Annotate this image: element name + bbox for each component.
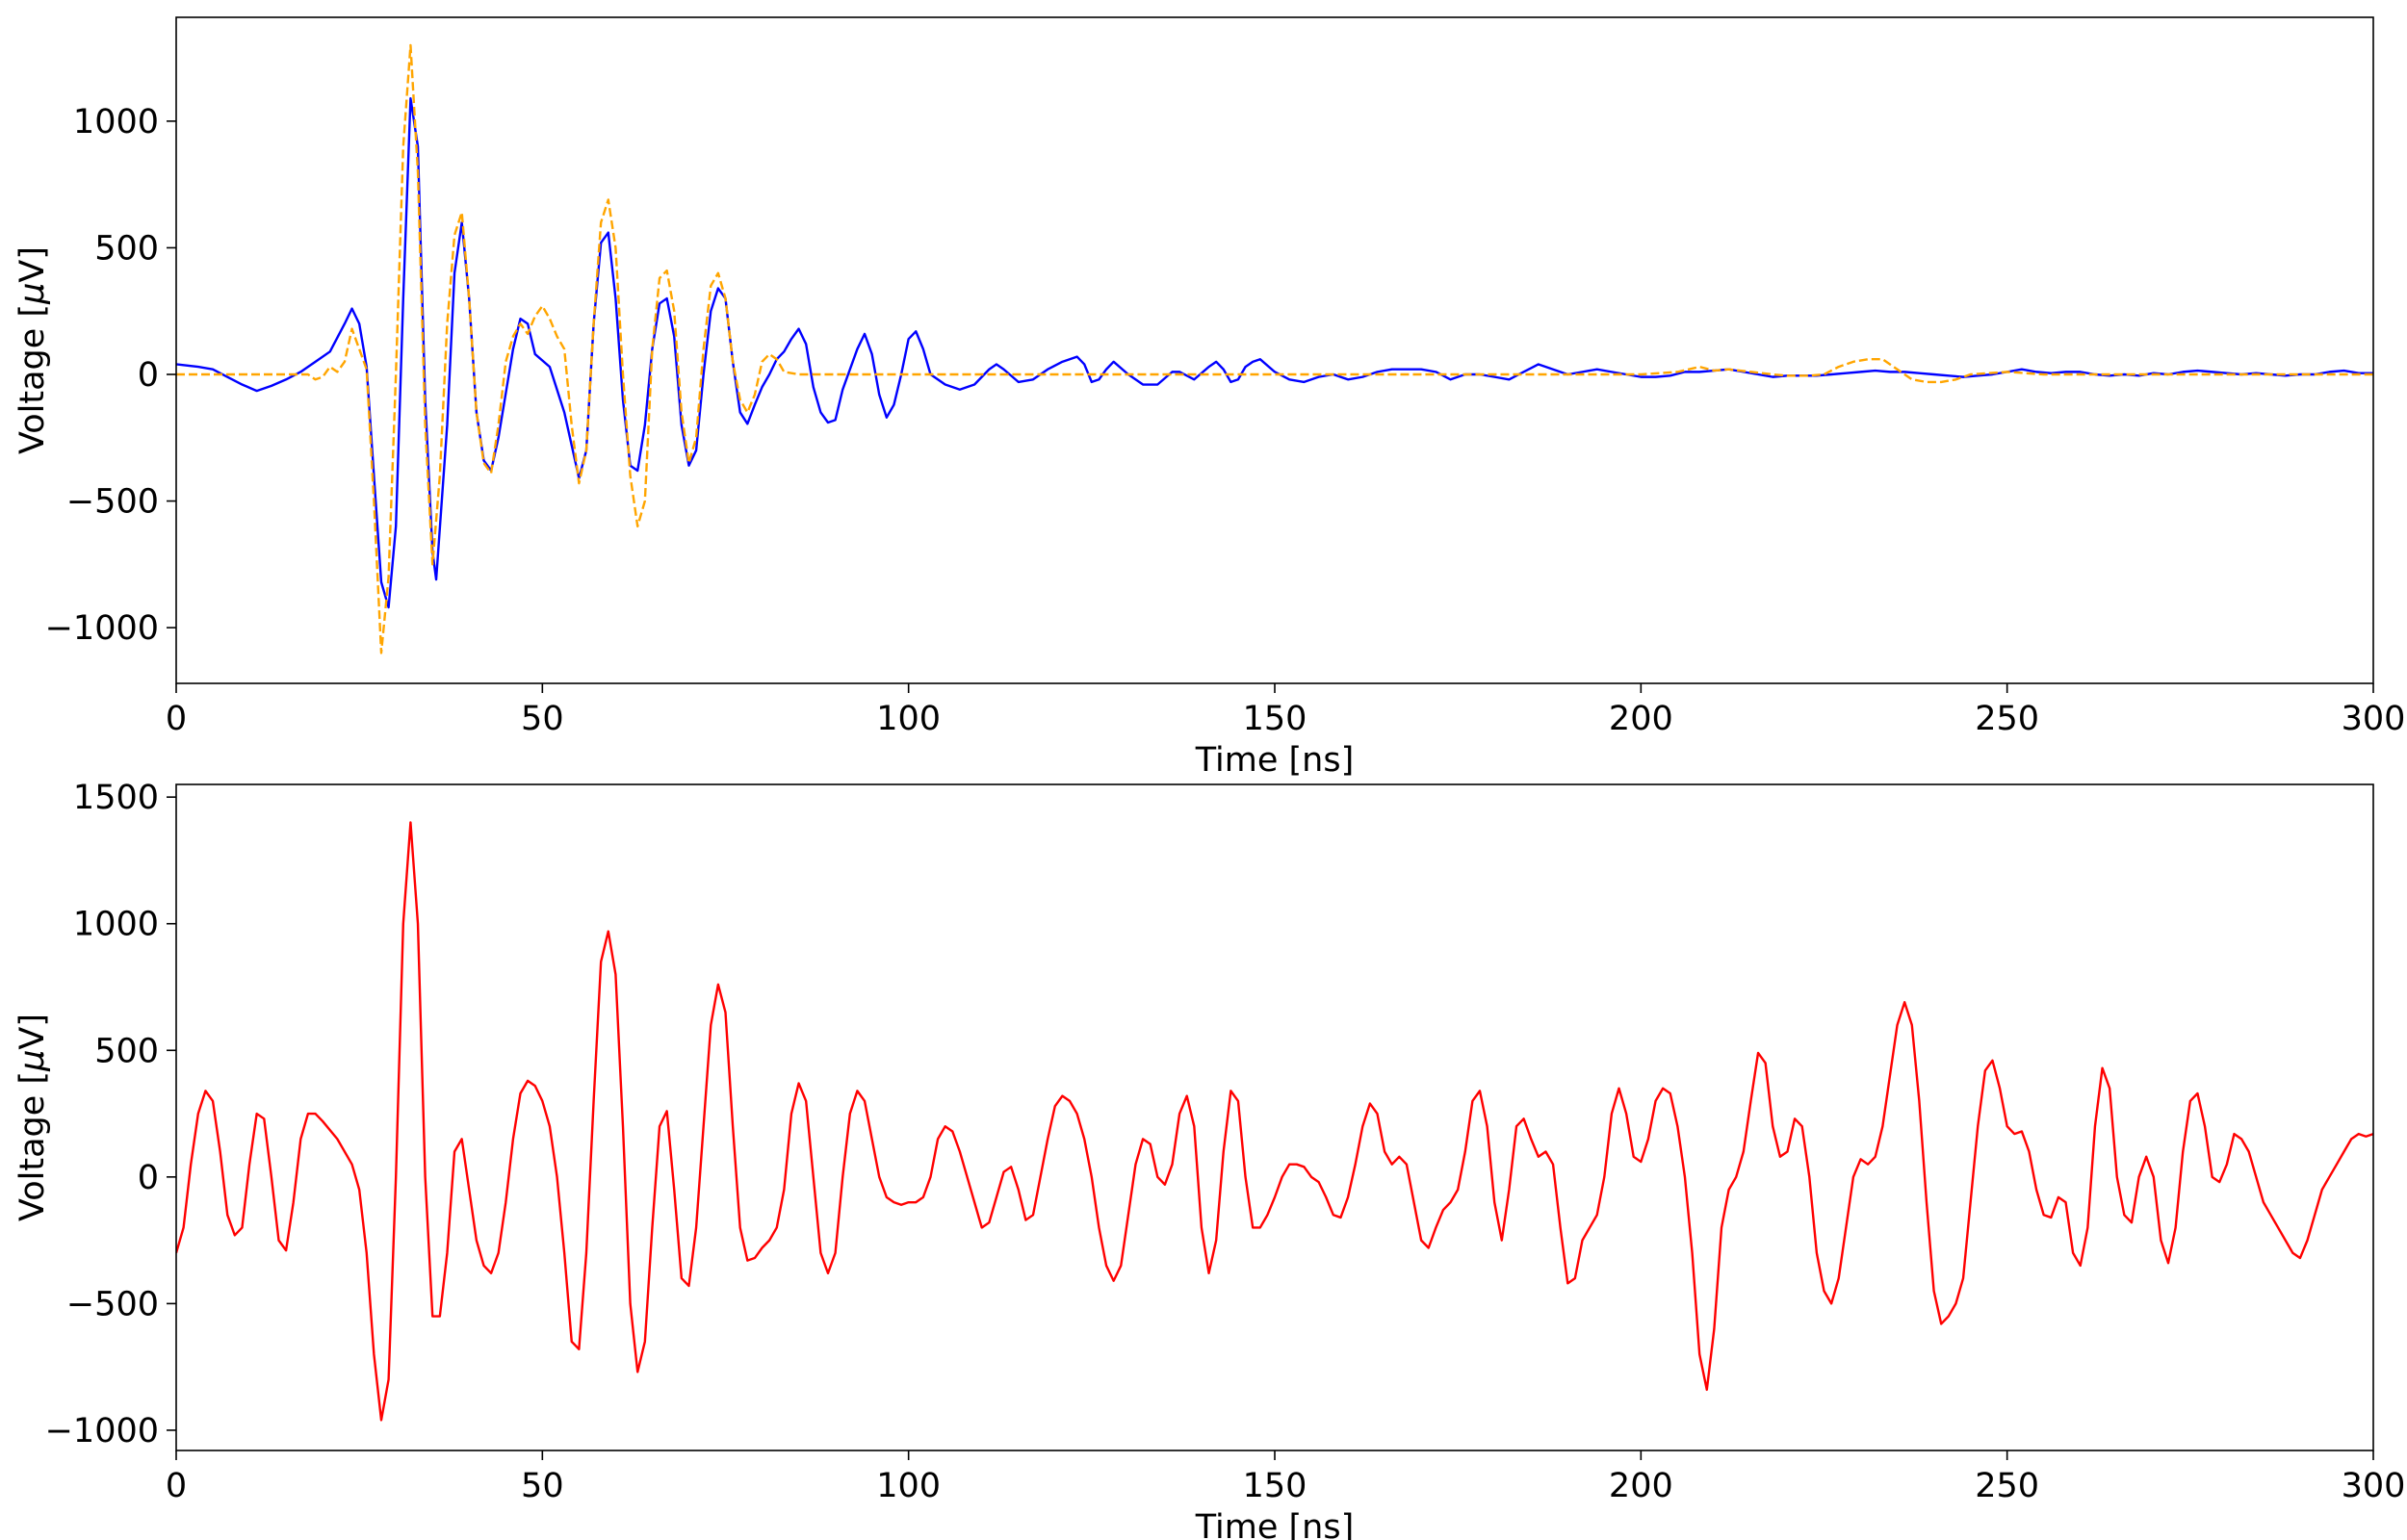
bottom-plot-y-tick-label: 1000 (73, 906, 159, 944)
top-plot-x-tick-label: 50 (521, 700, 564, 738)
bottom-plot-x-tick-label: 200 (1609, 1467, 1673, 1505)
top-plot-y-tick-label: 1000 (73, 103, 159, 141)
top-plot-y-tick-label: 0 (138, 356, 159, 395)
bottom-plot-y-tick-label: 1500 (73, 779, 159, 817)
bottom-plot-series-0-line (176, 821, 2373, 1422)
bottom-plot-series-layer (176, 821, 2373, 1422)
bottom-plot-x-tick-label: 100 (876, 1467, 941, 1505)
top-plot-x-axis-label: Time [ns] (1195, 741, 1355, 780)
top-plot-x-tick-label: 250 (1975, 700, 2039, 738)
top-plot-y-axis-label-suffix: V] (13, 246, 52, 283)
bottom-plot-x-tick-label: 0 (166, 1467, 187, 1505)
top-plot-y-axis-label: Voltage [μV] (13, 246, 52, 454)
top-plot-x-tick-label: 150 (1243, 700, 1307, 738)
top-plot-x-ticks: 0 50 100 150 200 250 300 (166, 683, 2406, 738)
top-plot-y-tick-label: −500 (66, 483, 159, 522)
bottom-waveform-plot: 0 50 100 150 200 250 300 −1000 −500 0 500 1000 1500… (13, 779, 2405, 1540)
bottom-plot-y-ticks: −1000 −500 0 500 1000 1500 (45, 779, 176, 1450)
top-plot-y-axis-label-unit-symbol: μ (13, 283, 52, 305)
top-plot-x-tick-label: 0 (166, 700, 187, 738)
bottom-plot-y-axis-label-suffix: V] (13, 1014, 52, 1050)
bottom-plot-y-tick-label: 500 (94, 1032, 159, 1070)
top-waveform-plot: 0 50 100 150 200 250 300 −1000 −500 0 500 1000 Tim… (13, 16, 2406, 780)
bottom-plot-x-ticks: 0 50 100 150 200 250 300 (166, 1450, 2406, 1505)
top-plot-series-0-line (176, 97, 2373, 609)
bottom-plot-x-tick-label: 50 (521, 1467, 564, 1505)
bottom-plot-x-axis-label: Time [ns] (1195, 1508, 1355, 1540)
top-plot-y-ticks: −1000 −500 0 500 1000 (45, 103, 176, 648)
top-plot-y-axis-label-prefix: Voltage [ (13, 304, 52, 454)
bottom-plot-y-axis-label-unit-symbol: μ (13, 1050, 52, 1072)
bottom-plot-y-tick-label: −1000 (45, 1412, 159, 1450)
top-plot-frame (175, 16, 2374, 684)
top-plot-x-tick-label: 300 (2342, 700, 2406, 738)
top-plot-y-tick-label: 500 (94, 229, 159, 268)
bottom-plot-x-tick-label: 250 (1975, 1467, 2039, 1505)
bottom-plot-y-axis-label: Voltage [μV] (13, 1014, 52, 1221)
bottom-plot-frame (175, 783, 2374, 1451)
top-plot-x-tick-label: 200 (1609, 700, 1673, 738)
bottom-plot-x-tick-label: 150 (1243, 1467, 1307, 1505)
bottom-plot-y-tick-label: 0 (138, 1159, 159, 1197)
bottom-plot-x-tick-label: 300 (2342, 1467, 2406, 1505)
top-plot-series-1-line (176, 43, 2373, 654)
top-plot-series-layer (176, 43, 2373, 654)
top-plot-y-tick-label: −1000 (45, 609, 159, 648)
top-plot-x-tick-label: 100 (876, 700, 941, 738)
bottom-plot-y-axis-label-prefix: Voltage [ (13, 1071, 52, 1221)
bottom-plot-y-tick-label: −500 (66, 1285, 159, 1323)
